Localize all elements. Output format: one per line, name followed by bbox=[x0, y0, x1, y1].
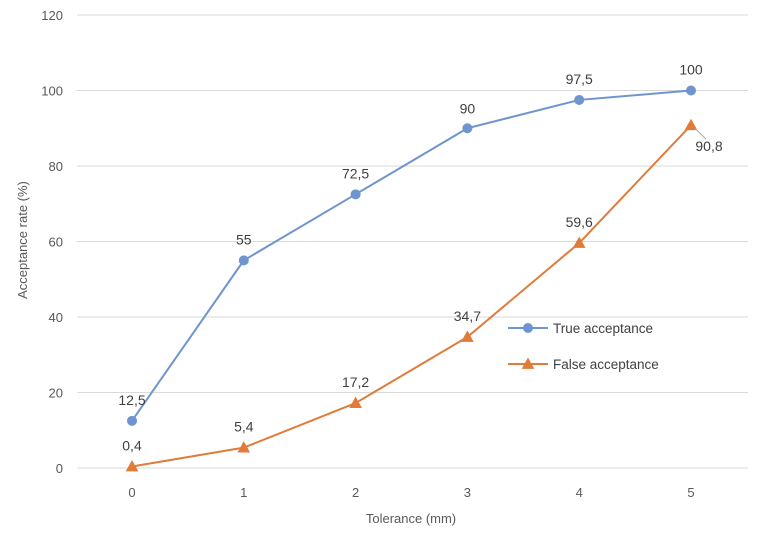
data-label: 5,4 bbox=[234, 419, 254, 435]
data-point bbox=[523, 323, 533, 333]
x-tick-label: 4 bbox=[576, 485, 583, 500]
gridlines bbox=[77, 14, 748, 469]
y-tick-label: 120 bbox=[41, 8, 63, 23]
x-tick-label: 3 bbox=[464, 485, 471, 500]
data-label: 55 bbox=[236, 231, 252, 247]
y-axis-ticks: 0 20 40 60 80 100 120 bbox=[41, 8, 63, 476]
legend-item: True acceptance bbox=[508, 321, 653, 336]
series-line bbox=[131, 124, 692, 468]
data-point bbox=[350, 189, 361, 200]
x-tick-label: 0 bbox=[128, 485, 135, 500]
data-label: 72,5 bbox=[342, 165, 369, 181]
series-false-acceptance: 0,4 5,4 17,2 34,7 59,6 90,8 bbox=[122, 118, 723, 472]
data-point bbox=[125, 459, 139, 472]
data-point bbox=[686, 85, 696, 96]
data-point bbox=[462, 123, 473, 134]
y-tick-label: 0 bbox=[56, 461, 63, 476]
x-axis-title: Tolerance (mm) bbox=[366, 511, 456, 526]
data-label: 34,7 bbox=[454, 308, 481, 324]
data-point bbox=[237, 441, 251, 453]
data-point bbox=[127, 415, 137, 426]
data-point bbox=[238, 255, 249, 266]
series-line bbox=[131, 89, 692, 422]
data-point bbox=[461, 330, 474, 342]
data-label: 12,5 bbox=[118, 392, 145, 408]
series-layer: 12,5 55 72,5 90 97,5 100 0,4 5,4 17,2 34,7 59,6 90,… bbox=[118, 62, 723, 472]
x-axis-ticks: 0 1 2 3 4 5 bbox=[128, 485, 694, 500]
y-tick-label: 40 bbox=[49, 310, 63, 325]
leader-line bbox=[694, 127, 707, 140]
y-tick-label: 100 bbox=[41, 84, 63, 99]
y-tick-label: 20 bbox=[49, 386, 63, 401]
x-tick-label: 5 bbox=[687, 485, 694, 500]
legend-item: False acceptance bbox=[508, 357, 659, 372]
data-point bbox=[574, 94, 585, 105]
data-point bbox=[684, 118, 698, 131]
legend-label: False acceptance bbox=[553, 357, 659, 372]
data-label: 90,8 bbox=[695, 138, 722, 154]
y-axis-title: Acceptance rate (%) bbox=[15, 181, 30, 299]
data-label: 90 bbox=[460, 100, 476, 116]
data-point bbox=[521, 357, 535, 369]
data-point bbox=[572, 236, 586, 248]
data-label: 0,4 bbox=[122, 437, 142, 453]
x-tick-label: 2 bbox=[352, 485, 359, 500]
y-tick-label: 60 bbox=[49, 235, 63, 250]
data-label: 100 bbox=[679, 62, 703, 78]
data-label: 97,5 bbox=[566, 71, 593, 87]
data-point bbox=[349, 396, 362, 408]
legend-label: True acceptance bbox=[553, 321, 653, 336]
data-label: 59,6 bbox=[566, 214, 593, 230]
x-tick-label: 1 bbox=[240, 485, 247, 500]
series-true-acceptance: 12,5 55 72,5 90 97,5 100 bbox=[118, 62, 703, 426]
legend: True acceptance False acceptance bbox=[508, 321, 659, 372]
y-tick-label: 80 bbox=[49, 159, 63, 174]
data-label: 17,2 bbox=[342, 374, 369, 390]
